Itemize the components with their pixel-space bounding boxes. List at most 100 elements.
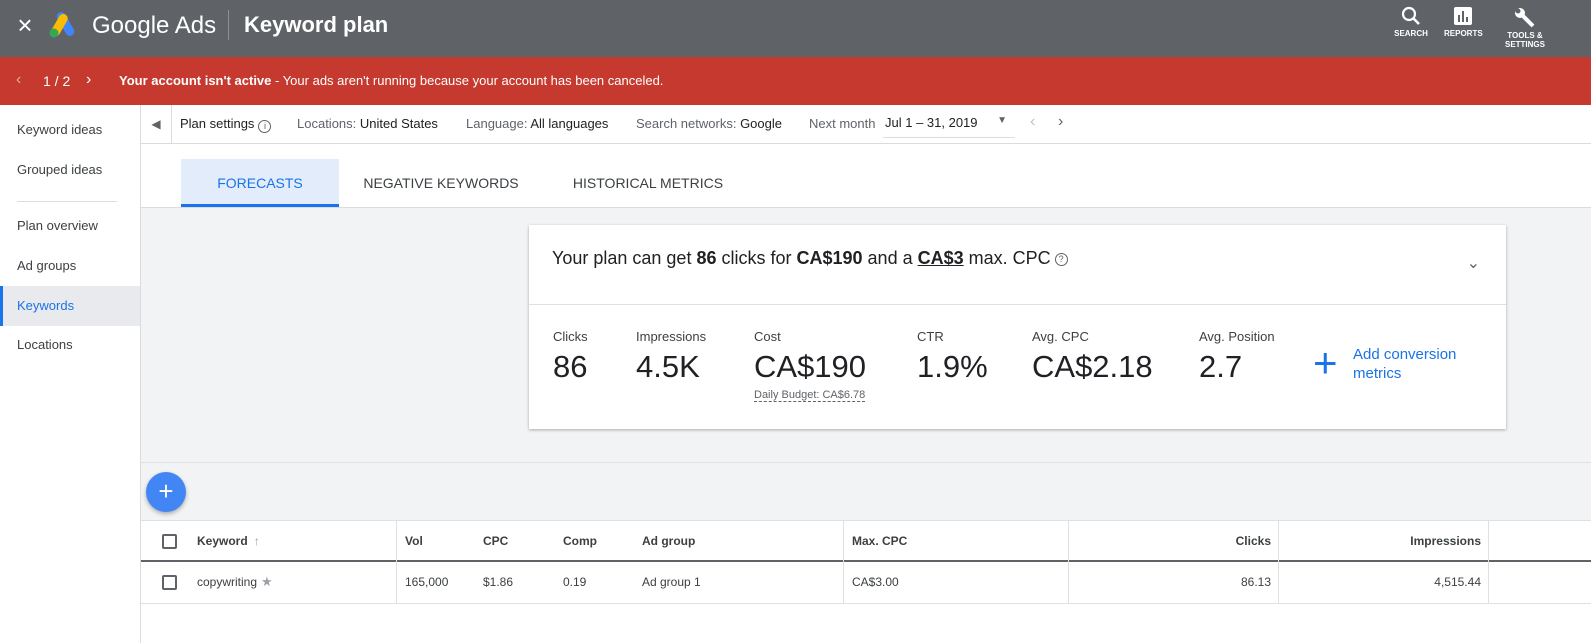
close-icon[interactable]: × — [17, 10, 33, 40]
metric-value: CA$190 — [754, 349, 867, 384]
summary-text-2: clicks for — [716, 248, 797, 268]
metric-value: 86 — [553, 349, 588, 384]
star-icon[interactable]: ★ — [261, 574, 273, 589]
add-keyword-button[interactable]: + — [146, 472, 186, 512]
column-divider — [843, 562, 844, 604]
plan-settings-button[interactable]: Plan settings i — [180, 116, 272, 133]
metric-label: CTR — [917, 329, 944, 344]
add-conversion-label: Add conversion metrics — [1353, 346, 1457, 382]
clicks-cell: 86.13 — [1240, 575, 1271, 589]
table-row[interactable]: copywriting ★ 165,000 $1.86 0.19 Ad group… — [141, 562, 1591, 604]
max-cpc-cell[interactable]: CA$3.00 — [852, 575, 899, 589]
column-divider — [1488, 521, 1489, 563]
column-header-max-cpc[interactable]: Max. CPC — [852, 534, 908, 548]
brand-name: Google Ads — [92, 12, 217, 39]
metric-impressions: Impressions 4.5K — [636, 329, 706, 385]
vol-cell: 165,000 — [405, 575, 449, 589]
expand-chevron-down-icon[interactable]: ⌄ — [1466, 255, 1480, 272]
plus-icon: + — [1313, 339, 1338, 386]
metric-label: Avg. Position — [1199, 329, 1275, 344]
forecast-tabs: FORECASTS NEGATIVE KEYWORDS HISTORICAL M… — [141, 144, 1591, 208]
alert-prev-chevron-icon[interactable]: ‹ — [16, 71, 22, 88]
dropdown-arrow-icon: ▼ — [997, 115, 1007, 126]
language-setting[interactable]: Language: All languages — [466, 116, 608, 131]
next-period-chevron-icon[interactable]: › — [1058, 113, 1064, 130]
metric-value: 4.5K — [636, 349, 700, 384]
metric-ctr: CTR 1.9% — [917, 329, 988, 385]
top-app-bar: × Google Ads Keyword plan SEARCH REPORTS… — [0, 0, 1591, 57]
row-checkbox[interactable] — [162, 575, 177, 590]
date-range-value: Jul 1 – 31, 2019 — [885, 115, 978, 130]
sidebar-item-keyword-ideas[interactable]: Keyword ideas — [17, 122, 103, 137]
plan-settings-label: Plan settings — [180, 116, 255, 131]
info-icon[interactable]: i — [258, 120, 272, 133]
table-toolbar: + — [141, 462, 1591, 520]
prev-period-chevron-icon[interactable]: ‹ — [1030, 113, 1036, 130]
metric-avg-cpc: Avg. CPC CA$2.18 — [1032, 329, 1153, 385]
alert-next-chevron-icon[interactable]: › — [86, 71, 92, 88]
sidebar-item-grouped-ideas[interactable]: Grouped ideas — [17, 162, 103, 177]
search-icon — [1401, 6, 1420, 25]
metric-label: Clicks — [553, 329, 588, 344]
column-header-clicks[interactable]: Clicks — [1235, 534, 1271, 548]
search-label: SEARCH — [1394, 29, 1428, 38]
column-header-impressions[interactable]: Impressions — [1410, 534, 1481, 548]
tab-historical-metrics[interactable]: HISTORICAL METRICS — [572, 175, 724, 191]
column-divider — [1068, 562, 1069, 604]
language-value: All languages — [530, 116, 609, 131]
side-navigation: Keyword ideas Grouped ideas Plan overvie… — [0, 105, 141, 643]
summary-max-cpc[interactable]: CA$3 — [917, 248, 964, 268]
reports-button[interactable]: REPORTS — [1444, 6, 1483, 38]
collapse-sidebar-icon[interactable]: ◀ — [141, 105, 172, 143]
networks-label: Search networks: — [636, 116, 737, 131]
locations-value: United States — [359, 116, 438, 131]
keyword-cell: copywriting ★ — [197, 562, 273, 602]
help-icon[interactable]: ? — [1054, 253, 1068, 266]
search-button[interactable]: SEARCH — [1394, 6, 1428, 38]
column-header-vol[interactable]: Vol — [405, 534, 423, 548]
tools-settings-button[interactable]: TOOLS & SETTINGS — [1503, 6, 1547, 49]
reports-label: REPORTS — [1444, 29, 1483, 38]
sidebar-item-locations[interactable]: Locations — [17, 337, 73, 352]
sidebar-item-plan-overview[interactable]: Plan overview — [17, 218, 98, 233]
account-alert-banner: ‹ 1 / 2 › Your account isn't active - Yo… — [0, 57, 1591, 105]
sidebar-item-keywords[interactable]: Keywords — [0, 286, 140, 326]
wrench-icon — [1515, 8, 1535, 28]
column-header-cpc[interactable]: CPC — [483, 534, 509, 548]
sort-arrow-up-icon: ↑ — [253, 534, 260, 548]
keywords-table: Keyword ↑ Vol CPC Comp Ad group Max. CPC … — [141, 520, 1591, 643]
cpc-cell: $1.86 — [483, 575, 514, 589]
tab-forecasts[interactable]: FORECASTS — [181, 159, 339, 207]
forecast-card-header[interactable]: Your plan can get 86 clicks for CA$190 a… — [529, 225, 1506, 305]
metric-avg-position: Avg. Position 2.7 — [1199, 329, 1275, 385]
locations-label: Locations: — [297, 116, 357, 131]
summary-cost: CA$190 — [796, 248, 863, 268]
locations-setting[interactable]: Locations: United States — [297, 116, 438, 131]
column-header-comp[interactable]: Comp — [563, 534, 597, 548]
ad-group-cell[interactable]: Ad group 1 — [642, 575, 701, 589]
alert-title: Your account isn't active — [119, 73, 272, 88]
networks-value: Google — [740, 116, 782, 131]
column-divider — [1278, 562, 1279, 604]
metric-label: Impressions — [636, 329, 707, 344]
comp-cell: 0.19 — [563, 575, 587, 589]
summary-text-4: max. CPC — [963, 248, 1051, 268]
daily-budget-link[interactable]: Daily Budget: CA$6.78 — [754, 389, 866, 402]
column-header-keyword[interactable]: Keyword ↑ — [197, 521, 260, 561]
tools-label-line1: TOOLS & — [1507, 31, 1543, 40]
summary-text-1: Your plan can get — [552, 248, 697, 268]
forecast-summary: Your plan can get 86 clicks for CA$190 a… — [552, 248, 1068, 269]
metric-label: Cost — [754, 329, 781, 344]
impressions-cell: 4,515.44 — [1434, 575, 1481, 589]
select-all-checkbox[interactable] — [162, 534, 177, 549]
metric-label: Avg. CPC — [1032, 329, 1089, 344]
google-ads-logo-icon — [49, 12, 75, 38]
language-label: Language: — [466, 116, 528, 131]
tools-label-line2: SETTINGS — [1504, 40, 1545, 49]
column-header-ad-group[interactable]: Ad group — [642, 534, 696, 548]
search-networks-setting[interactable]: Search networks: Google — [636, 116, 782, 131]
tab-negative-keywords[interactable]: NEGATIVE KEYWORDS — [363, 175, 519, 191]
sidebar-item-ad-groups[interactable]: Ad groups — [17, 258, 77, 273]
summary-text-3: and a — [862, 248, 918, 268]
date-range-dropdown[interactable]: Jul 1 – 31, 2019 ▼ — [883, 111, 1015, 138]
